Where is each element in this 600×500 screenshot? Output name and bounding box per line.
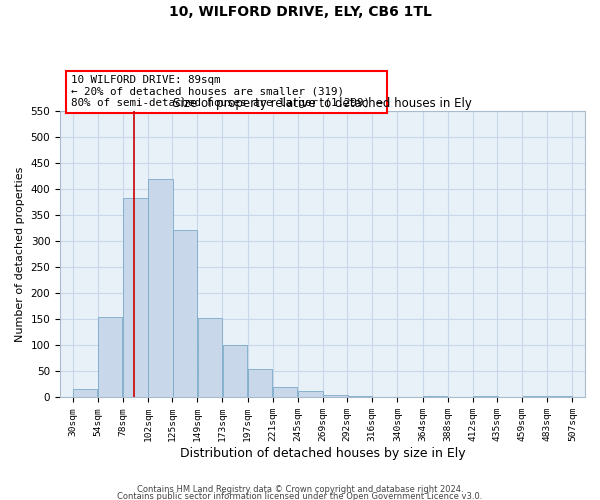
Text: Contains HM Land Registry data © Crown copyright and database right 2024.: Contains HM Land Registry data © Crown c… <box>137 486 463 494</box>
Bar <box>73 390 97 397</box>
Title: Size of property relative to detached houses in Ely: Size of property relative to detached ho… <box>173 97 472 110</box>
Bar <box>423 396 448 397</box>
Text: 10, WILFORD DRIVE, ELY, CB6 1TL: 10, WILFORD DRIVE, ELY, CB6 1TL <box>169 5 431 19</box>
Text: Contains public sector information licensed under the Open Government Licence v3: Contains public sector information licen… <box>118 492 482 500</box>
Bar <box>223 345 247 397</box>
Bar <box>98 316 122 397</box>
Text: 10 WILFORD DRIVE: 89sqm
← 20% of detached houses are smaller (319)
80% of semi-d: 10 WILFORD DRIVE: 89sqm ← 20% of detache… <box>71 75 383 108</box>
Bar <box>323 394 348 397</box>
Bar <box>173 230 197 397</box>
Bar <box>298 392 323 397</box>
Y-axis label: Number of detached properties: Number of detached properties <box>15 166 25 342</box>
Bar <box>548 396 572 397</box>
Bar <box>198 318 222 397</box>
Bar <box>473 396 497 397</box>
Bar <box>523 396 547 397</box>
Bar <box>124 198 148 397</box>
Bar <box>273 387 298 397</box>
Bar <box>347 396 372 397</box>
Bar <box>148 178 173 397</box>
Bar <box>248 368 272 397</box>
X-axis label: Distribution of detached houses by size in Ely: Distribution of detached houses by size … <box>180 447 466 460</box>
